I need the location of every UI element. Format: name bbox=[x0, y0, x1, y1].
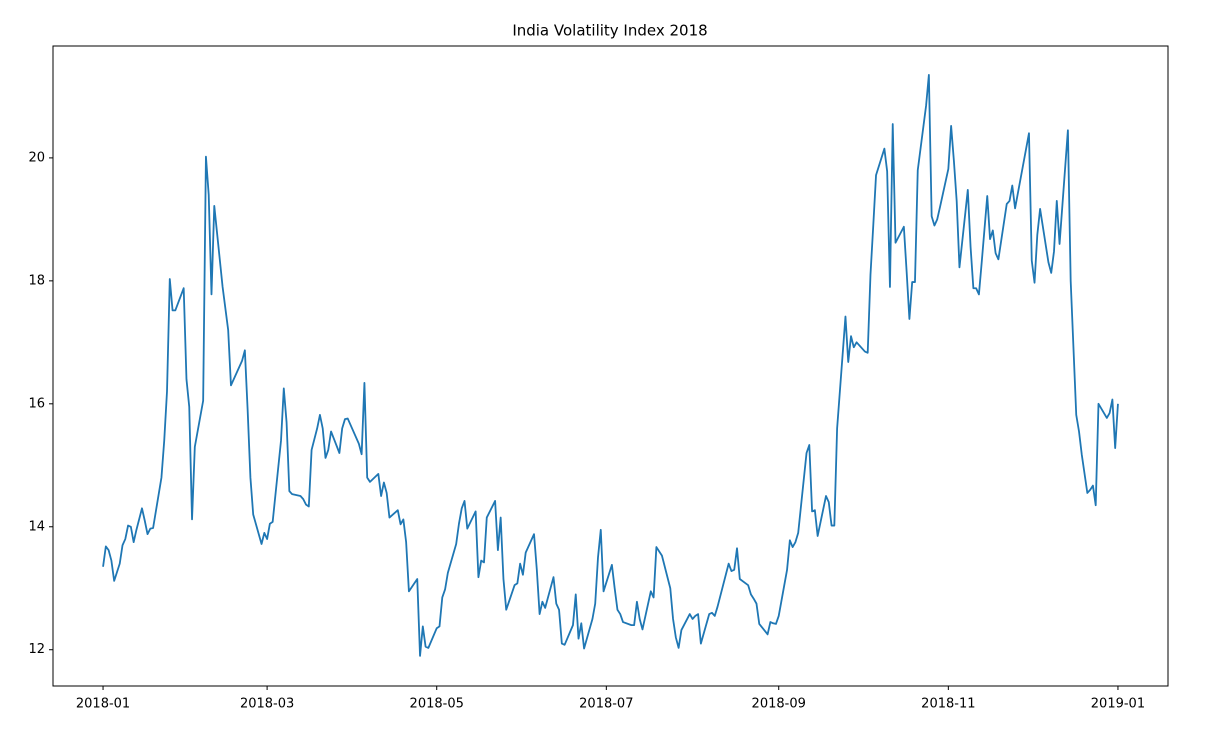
x-tick-label: 2018-09 bbox=[752, 697, 806, 712]
y-tick-label: 18 bbox=[28, 273, 45, 288]
x-tick-label: 2018-05 bbox=[410, 697, 464, 712]
y-tick-label: 12 bbox=[28, 642, 45, 657]
x-tick-label: 2018-03 bbox=[240, 697, 294, 712]
y-tick-label: 14 bbox=[28, 519, 45, 534]
line-series bbox=[102, 74, 1119, 657]
y-tick-label: 16 bbox=[28, 396, 45, 411]
axes-frame bbox=[52, 45, 1169, 687]
chart-title: India Volatility Index 2018 bbox=[512, 22, 707, 40]
x-tick-label: 2018-07 bbox=[579, 697, 633, 712]
x-tick-label: 2019-01 bbox=[1091, 697, 1145, 712]
x-tick-label: 2018-01 bbox=[76, 697, 130, 712]
x-tick-label: 2018-11 bbox=[921, 697, 975, 712]
y-tick-label: 20 bbox=[28, 150, 45, 165]
